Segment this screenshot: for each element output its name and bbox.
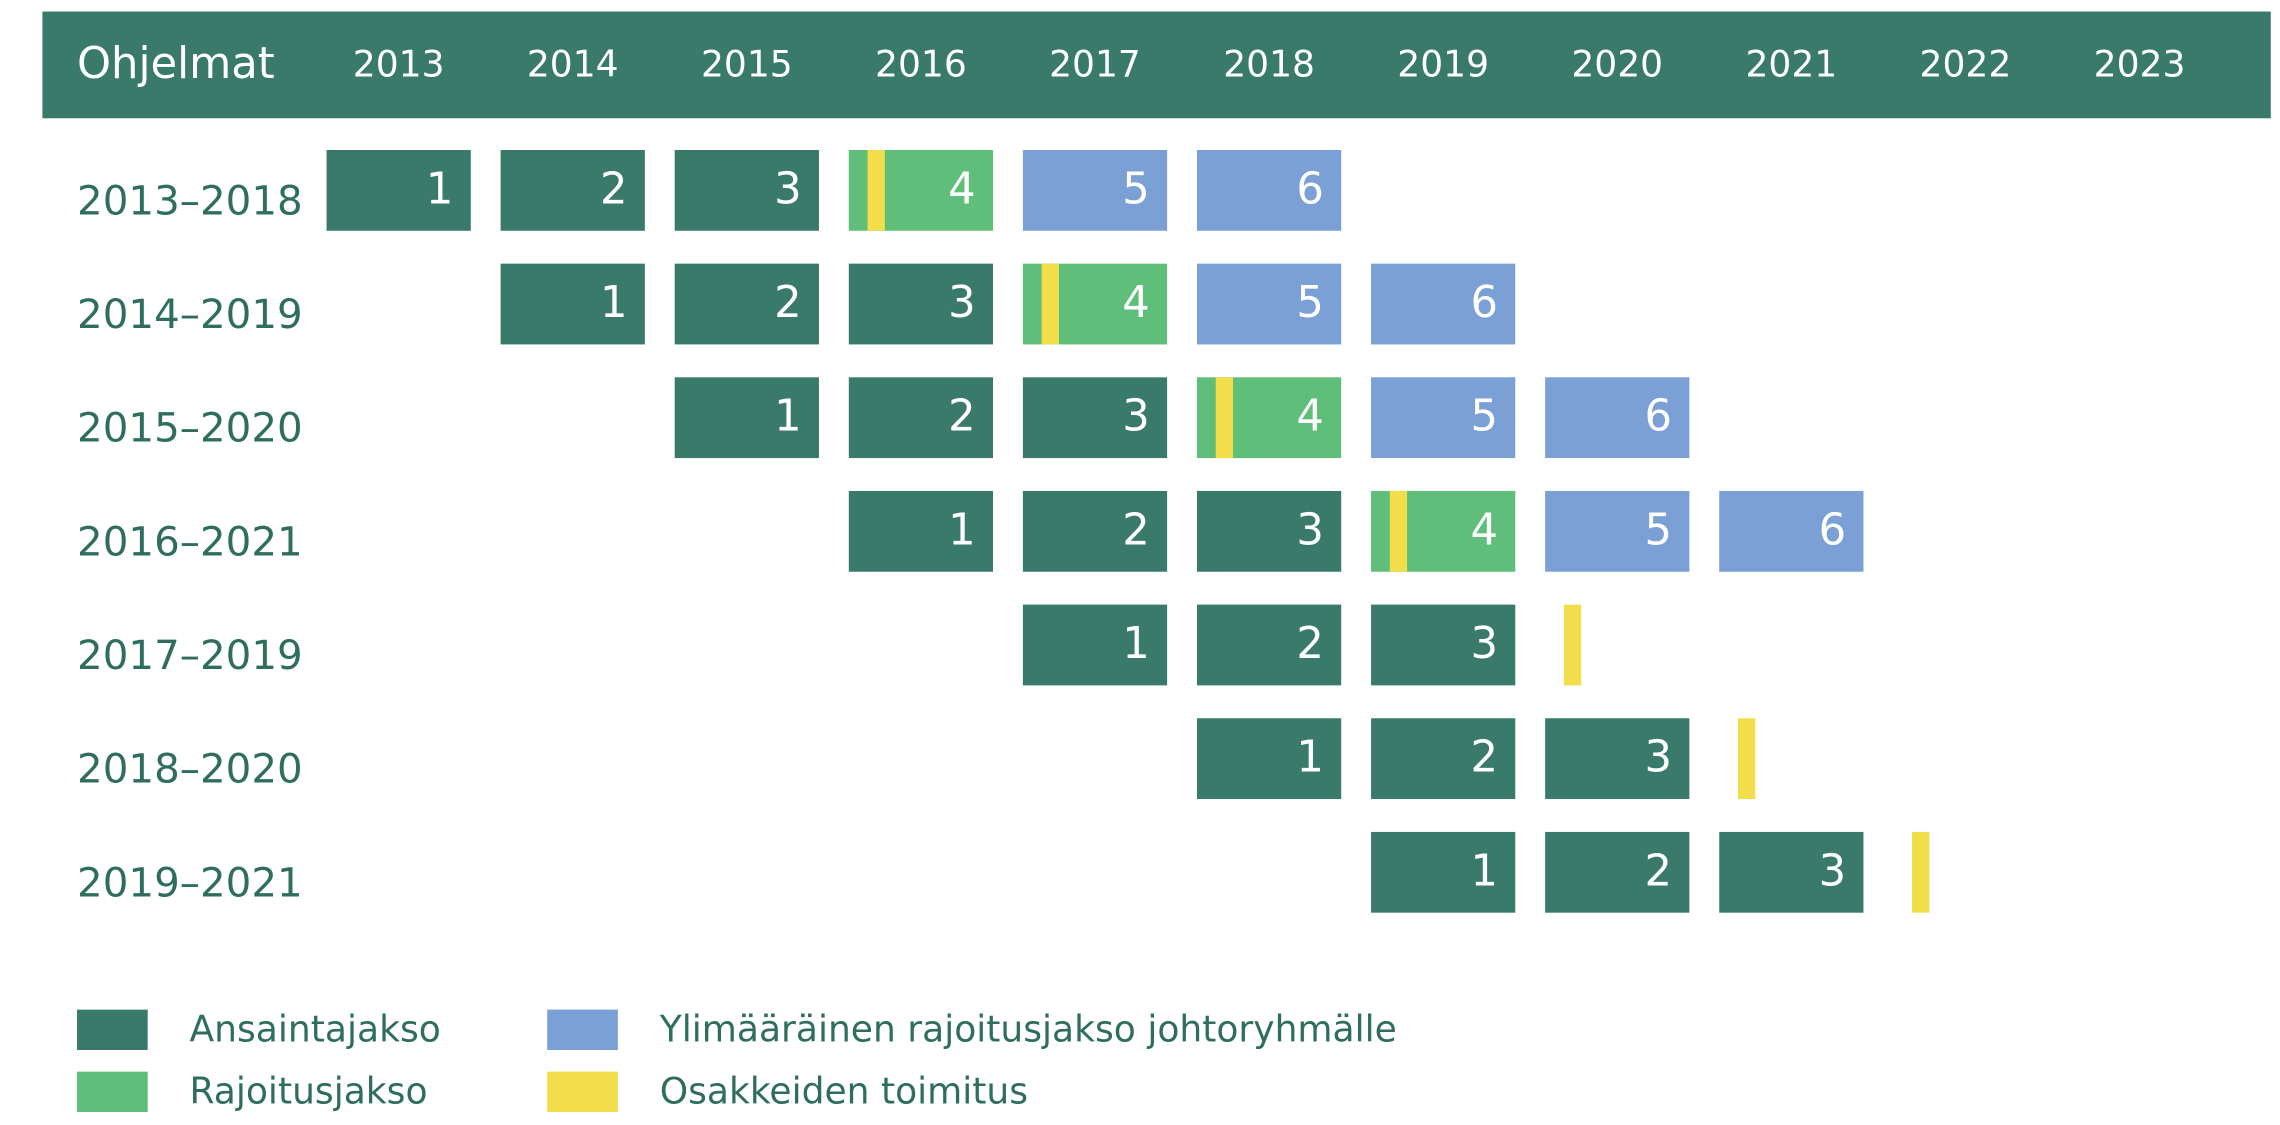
delivery-marker (1912, 831, 1930, 913)
legend-swatch (77, 1071, 148, 1113)
period-block (1196, 718, 1342, 800)
year-label: 2021 (1745, 43, 1837, 85)
year-label: 2015 (701, 43, 793, 85)
period-number: 6 (1645, 392, 1673, 442)
row-label: 2019–2021 (77, 859, 303, 906)
period-stripe (867, 150, 885, 231)
period-number: 3 (1296, 505, 1324, 555)
year-label: 2019 (1397, 43, 1489, 85)
year-label: 2014 (527, 43, 619, 85)
period-number: 3 (1470, 619, 1498, 669)
legend-label: Ylimääräinen rajoitusjakso johtoryhmälle (659, 1008, 1397, 1050)
period-number: 5 (1122, 164, 1150, 214)
year-label: 2020 (1571, 43, 1663, 85)
period-number: 2 (774, 278, 802, 328)
period-number: 4 (1122, 278, 1150, 328)
period-number: 2 (948, 392, 976, 442)
period-block (1371, 604, 1516, 686)
period-block (1196, 490, 1342, 572)
period-block (1022, 377, 1168, 459)
year-label: 2022 (1920, 43, 2012, 85)
row-label: 2013–2018 (77, 177, 303, 224)
period-number: 3 (774, 164, 802, 214)
period-block (1022, 490, 1168, 572)
legend-label: Rajoitusjakso (190, 1070, 428, 1112)
period-number: 1 (426, 164, 454, 214)
delivery-marker (1737, 718, 1756, 800)
period-block (1545, 377, 1690, 459)
period-number: 1 (948, 505, 976, 555)
period-number: 3 (1645, 733, 1673, 783)
period-number: 3 (948, 278, 976, 328)
period-number: 5 (1296, 278, 1324, 328)
period-number: 1 (1122, 619, 1150, 669)
period-block (1371, 263, 1516, 345)
year-label: 2018 (1223, 43, 1315, 85)
period-stripe (1389, 490, 1408, 572)
period-stripe (1215, 377, 1234, 459)
period-block (1196, 150, 1342, 231)
period-block (1719, 831, 1864, 913)
period-block (848, 377, 994, 459)
period-block (674, 377, 819, 459)
period-number: 2 (1470, 733, 1498, 783)
year-label: 2023 (2094, 43, 2186, 85)
period-number: 3 (1122, 392, 1150, 442)
period-number: 4 (1296, 392, 1324, 442)
period-block (1545, 490, 1690, 572)
period-number: 2 (1645, 846, 1673, 896)
period-number: 2 (600, 164, 628, 214)
period-block (1022, 150, 1168, 231)
legend-swatch (77, 1009, 148, 1050)
legend-swatch (547, 1071, 618, 1113)
delivery-marker (1563, 604, 1582, 686)
period-block (848, 263, 994, 345)
period-number: 2 (1296, 619, 1324, 669)
period-block (848, 490, 994, 572)
row-label: 2017–2019 (77, 632, 303, 679)
period-block (500, 150, 645, 231)
period-number: 5 (1645, 505, 1673, 555)
period-block (1545, 831, 1690, 913)
period-block (1371, 718, 1516, 800)
period-block (326, 150, 471, 231)
period-number: 1 (774, 392, 802, 442)
period-number: 4 (1470, 505, 1498, 555)
period-block (674, 150, 819, 231)
row-label: 2014–2019 (77, 291, 303, 338)
period-number: 3 (1819, 846, 1847, 896)
period-number: 6 (1296, 164, 1324, 214)
period-stripe (1041, 263, 1059, 345)
period-number: 1 (1470, 846, 1498, 896)
period-number: 2 (1122, 505, 1150, 555)
period-number: 6 (1819, 505, 1847, 555)
row-label: 2015–2020 (77, 405, 303, 452)
period-block (1196, 263, 1342, 345)
period-block (1196, 604, 1342, 686)
year-label: 2017 (1049, 43, 1141, 85)
year-label: 2016 (875, 43, 967, 85)
period-block (1545, 718, 1690, 800)
period-block (1371, 377, 1516, 459)
legend-label: Osakkeiden toimitus (660, 1070, 1028, 1112)
period-block (674, 263, 819, 345)
header-title: Ohjelmat (77, 39, 275, 89)
period-block (1371, 831, 1516, 913)
period-block (1719, 490, 1864, 572)
period-block (500, 263, 645, 345)
period-number: 4 (948, 164, 976, 214)
year-label: 2013 (353, 43, 445, 85)
row-label: 2018–2020 (77, 746, 303, 793)
row-label: 2016–2021 (77, 518, 303, 565)
period-block (1022, 604, 1168, 686)
header-band (42, 11, 2271, 119)
period-number: 5 (1470, 392, 1498, 442)
period-number: 6 (1470, 278, 1498, 328)
legend-label: Ansaintajakso (190, 1008, 441, 1050)
period-number: 1 (1296, 733, 1324, 783)
period-number: 1 (600, 278, 628, 328)
legend-swatch (547, 1009, 618, 1050)
